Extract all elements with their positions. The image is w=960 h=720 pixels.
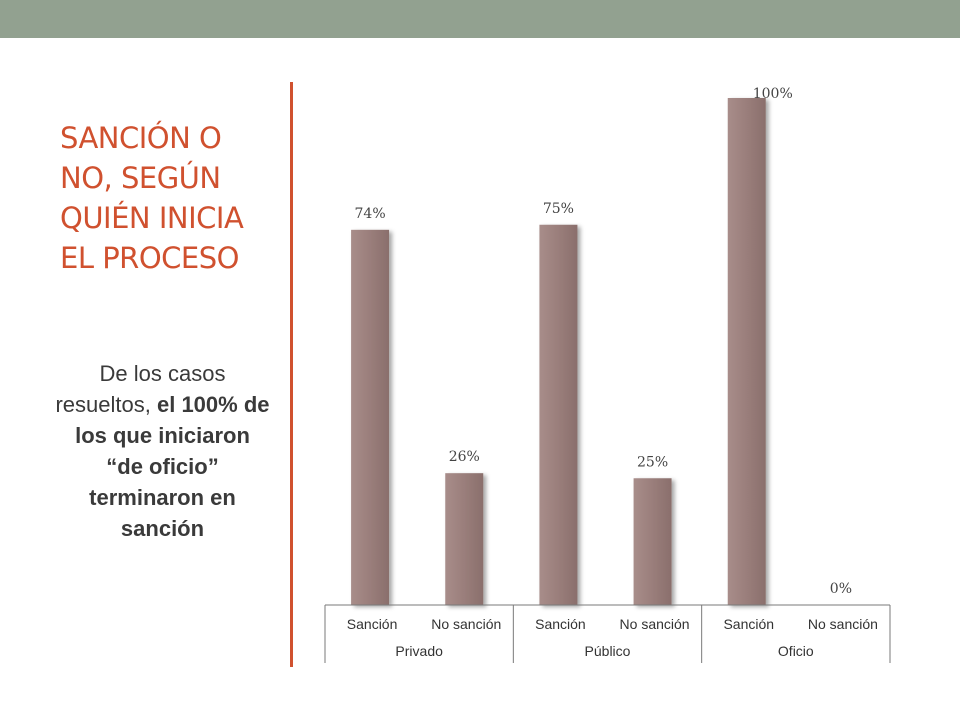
top-bar bbox=[0, 0, 960, 38]
group-label-0: Privado bbox=[395, 643, 443, 659]
bar-1 bbox=[445, 473, 484, 605]
vertical-divider bbox=[290, 82, 293, 667]
category-label-1: No sanción bbox=[431, 616, 501, 632]
value-label-1: 26% bbox=[449, 449, 480, 465]
bar-chart: 74% 26% 75% 25% 100% 0% Sanción No sanción Sanci… bbox=[324, 86, 891, 663]
value-label-0: 74% bbox=[355, 206, 386, 222]
title-line-3: QUIÉN INICIA bbox=[60, 201, 244, 235]
title-line-4: EL PROCESO bbox=[60, 241, 239, 275]
value-label-2: 75% bbox=[543, 201, 574, 217]
body-text-normal: De los casos resueltos, bbox=[55, 361, 226, 417]
body-text: De los casos resueltos, el 100% de los q… bbox=[55, 358, 270, 544]
value-label-4: 100% bbox=[753, 86, 793, 102]
bar-4 bbox=[727, 98, 766, 605]
body-text-bold: el 100% de los que iniciaron “de oficio”… bbox=[75, 392, 270, 541]
bar-0 bbox=[351, 229, 390, 605]
category-label-5: No sanción bbox=[808, 616, 878, 632]
group-label-2: Oficio bbox=[778, 643, 814, 659]
title-line-2: NO, SEGÚN bbox=[60, 161, 221, 195]
category-label-2: Sanción bbox=[535, 616, 586, 632]
bar-3 bbox=[633, 478, 672, 605]
value-label-3: 25% bbox=[637, 454, 668, 470]
slide-title: SANCIÓN O NO, SEGÚN QUIÉN INICIA EL PROC… bbox=[60, 118, 275, 278]
title-line-1: SANCIÓN O bbox=[60, 121, 222, 155]
group-label-1: Público bbox=[585, 643, 631, 659]
bar-2 bbox=[539, 224, 578, 605]
category-label-0: Sanción bbox=[347, 616, 398, 632]
category-label-4: Sanción bbox=[723, 616, 774, 632]
category-label-3: No sanción bbox=[620, 616, 690, 632]
value-label-5: 0% bbox=[830, 581, 852, 597]
